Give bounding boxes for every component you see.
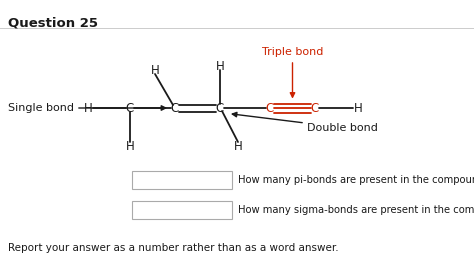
FancyBboxPatch shape xyxy=(132,201,232,219)
Text: C: C xyxy=(126,101,134,114)
Text: Double bond: Double bond xyxy=(307,123,378,133)
Text: H: H xyxy=(151,64,159,76)
Text: C: C xyxy=(171,101,179,114)
Text: H: H xyxy=(216,59,224,73)
Text: C: C xyxy=(311,101,319,114)
Text: Single bond: Single bond xyxy=(8,103,74,113)
Text: H: H xyxy=(354,101,363,114)
Text: H: H xyxy=(234,139,242,153)
Text: C: C xyxy=(216,101,224,114)
Text: H: H xyxy=(83,101,92,114)
FancyBboxPatch shape xyxy=(132,171,232,189)
Text: C: C xyxy=(266,101,274,114)
Text: Report your answer as a number rather than as a word answer.: Report your answer as a number rather th… xyxy=(8,243,338,253)
Text: Question 25: Question 25 xyxy=(8,16,98,29)
Text: Triple bond: Triple bond xyxy=(262,47,323,57)
Text: How many sigma-bonds are present in the compound above?: How many sigma-bonds are present in the … xyxy=(238,205,474,215)
Text: H: H xyxy=(126,139,134,153)
Text: How many pi-bonds are present in the compound above?: How many pi-bonds are present in the com… xyxy=(238,175,474,185)
